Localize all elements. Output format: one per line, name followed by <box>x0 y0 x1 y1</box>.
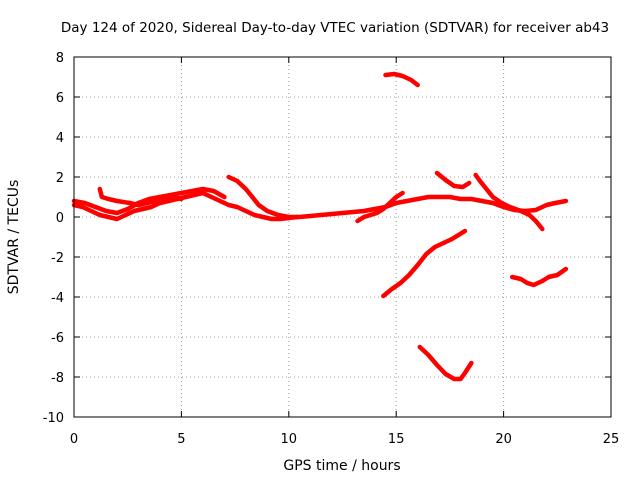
series-track-9 <box>381 228 468 299</box>
y-tick-label: 2 <box>56 171 64 186</box>
y-axis-label: SDTVAR / TECUs <box>6 180 22 295</box>
y-tick-label: 6 <box>56 91 64 106</box>
series-track-2 <box>71 186 227 216</box>
axis-ticks: 0 5 10 15 20 25 -10 -8 -6 -4 -2 0 2 4 6 8 <box>43 51 620 447</box>
grid-lines <box>74 57 611 417</box>
x-tick-label: 5 <box>177 432 185 447</box>
y-tick-label: -6 <box>51 331 64 346</box>
y-tick-label: 8 <box>56 51 64 66</box>
x-tick-label: 15 <box>388 432 405 447</box>
data-series <box>71 71 569 382</box>
series-track-5 <box>355 190 405 224</box>
y-tick-label: 4 <box>56 131 64 146</box>
series-track-8 <box>473 172 545 232</box>
series-track-7 <box>434 170 472 190</box>
series-track-3 <box>97 186 184 208</box>
y-tick-label: -4 <box>51 291 64 306</box>
chart-title: Day 124 of 2020, Sidereal Day-to-day VTE… <box>61 20 609 36</box>
y-tick-label: -10 <box>43 411 64 426</box>
series-track-11 <box>509 266 569 288</box>
x-tick-label: 0 <box>70 432 78 447</box>
y-tick-label: 0 <box>56 211 64 226</box>
plot-frame <box>73 56 612 418</box>
x-tick-label: 20 <box>495 432 512 447</box>
x-tick-label: 10 <box>281 432 298 447</box>
y-tick-label: -8 <box>51 371 64 386</box>
x-axis-label: GPS time / hours <box>283 458 400 474</box>
series-track-6 <box>383 71 420 88</box>
series-track-10 <box>417 344 474 382</box>
x-tick-label: 25 <box>603 432 620 447</box>
series-track-1 <box>71 190 300 222</box>
y-tick-label: -2 <box>51 251 64 266</box>
